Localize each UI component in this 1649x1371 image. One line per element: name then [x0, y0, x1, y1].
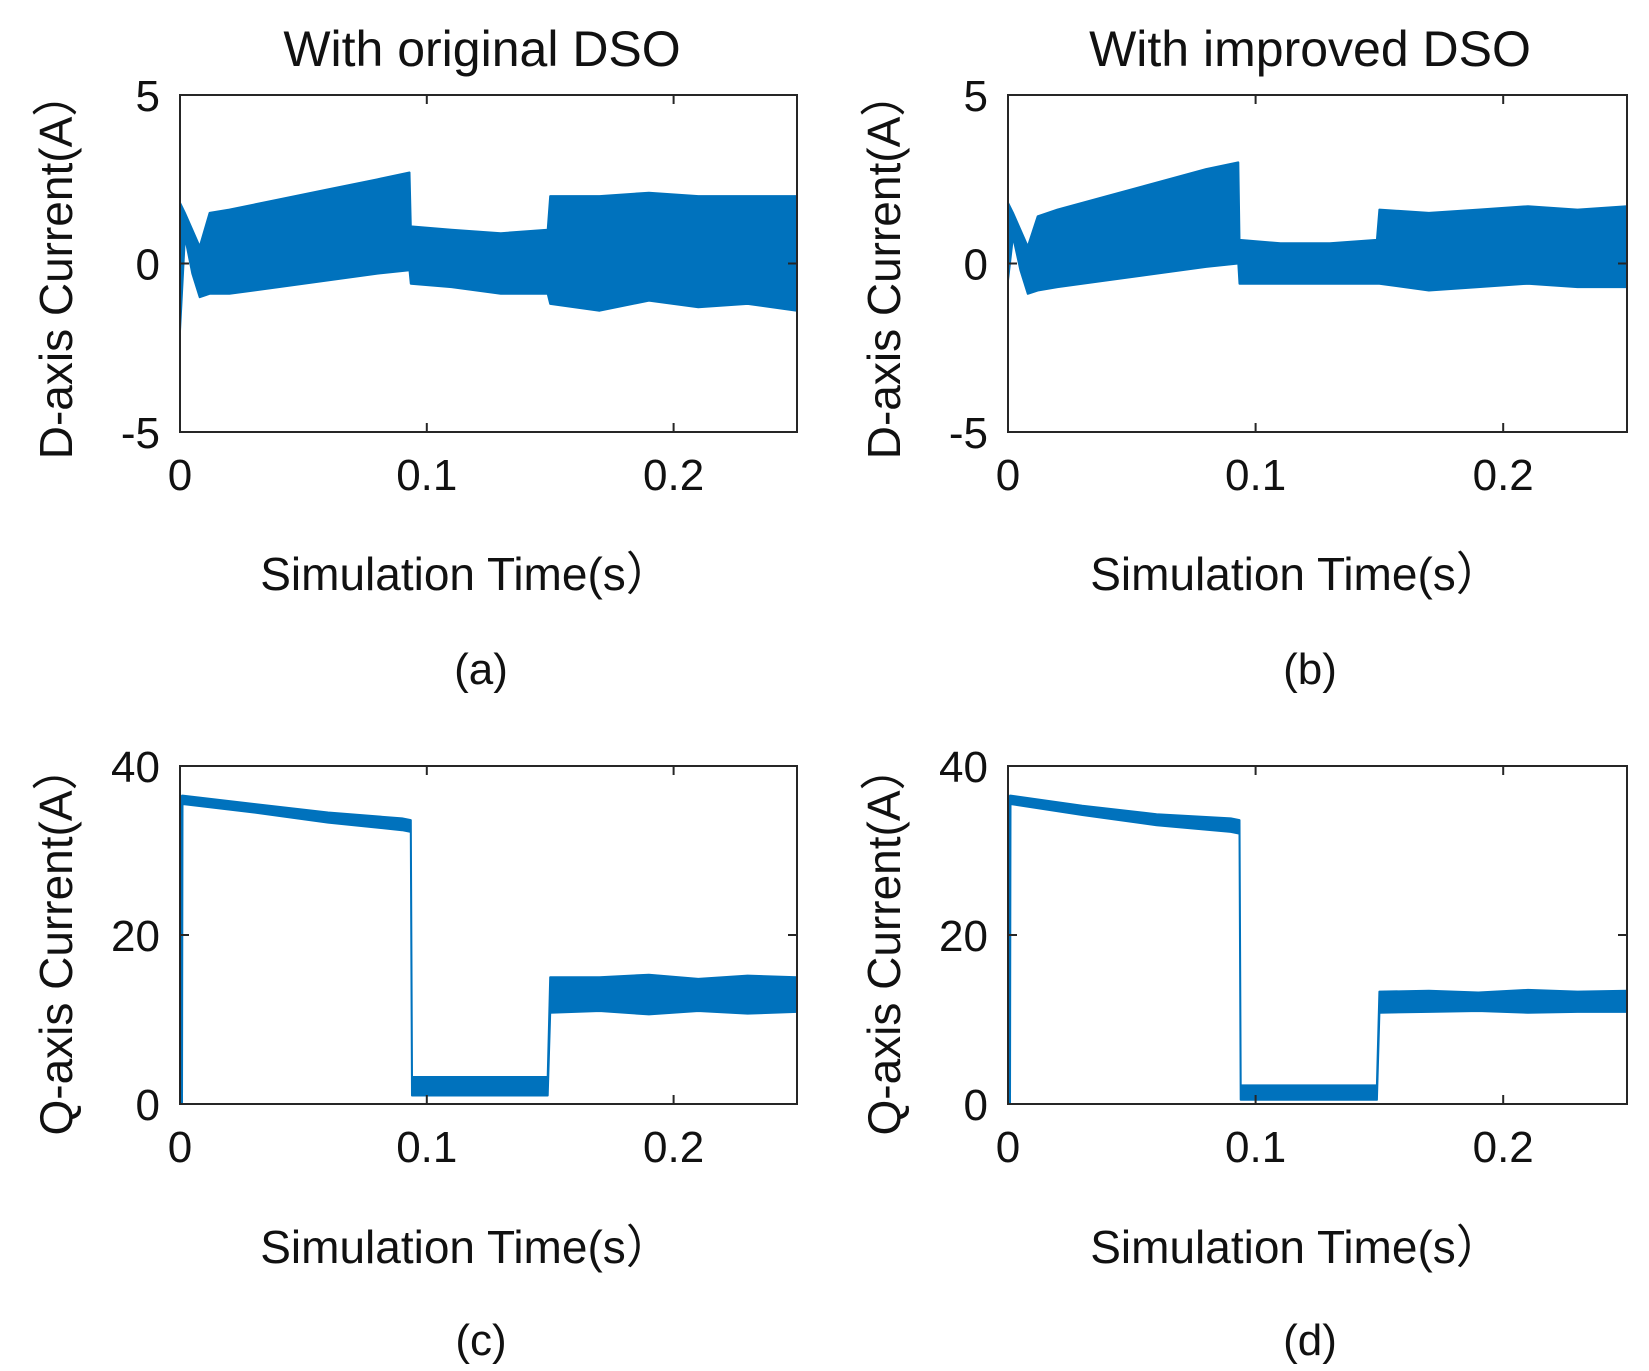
- panel-a-xtick-label-0: 0: [168, 451, 192, 500]
- panel-d-series-0-band: [1007, 794, 1628, 1105]
- panel-b: With improved DSO D-axis Current(A） Simu…: [858, 21, 1628, 694]
- panel-d-xtick-label-2: 0.2: [1473, 1123, 1534, 1172]
- panel-c-xtick-label-2: 0.2: [643, 1123, 704, 1172]
- panel-d-xtick-label-0: 0: [996, 1123, 1020, 1172]
- panel-d-ytick-label-0: 40: [939, 743, 988, 792]
- panel-a-xtick-label-2: 0.2: [643, 451, 704, 500]
- panel-a-ylabel: D-axis Current(A）: [30, 71, 82, 460]
- panel-d-ytick-label-1: 20: [939, 912, 988, 961]
- panel-b-ytick-label-0: 5: [964, 72, 988, 121]
- panel-b-ylabel: D-axis Current(A）: [858, 71, 910, 460]
- panel-b-ytick-label-2: -5: [949, 409, 988, 458]
- panel-a: With original DSO D-axis Current(A） Simu…: [30, 21, 798, 694]
- panel-b-series-0-band: [1007, 161, 1628, 295]
- panel-c-plot: 0 0.1 0.2 40 20 0: [111, 743, 798, 1172]
- panel-d-xlabel: Simulation Time(s）: [1090, 1221, 1502, 1273]
- panel-c-xlabel: Simulation Time(s）: [260, 1221, 672, 1273]
- panel-d-label: (d): [1283, 1316, 1337, 1365]
- panel-a-xlabel: Simulation Time(s）: [260, 548, 672, 600]
- panel-c-label: (c): [455, 1316, 506, 1365]
- panel-b-xtick-label-0: 0: [996, 451, 1020, 500]
- panel-c-ytick-label-2: 0: [136, 1081, 160, 1130]
- panel-c-series-0-band: [179, 794, 798, 1105]
- panel-c-ytick-label-1: 20: [111, 912, 160, 961]
- panel-c-ytick-label-0: 40: [111, 743, 160, 792]
- panel-a-ytick-label-0: 5: [136, 72, 160, 121]
- panel-c-xtick-label-0: 0: [168, 1123, 192, 1172]
- panel-a-ytick-label-1: 0: [136, 241, 160, 290]
- panel-b-xtick-label-1: 0.1: [1225, 451, 1286, 500]
- panel-b-xlabel: Simulation Time(s）: [1090, 548, 1502, 600]
- panel-c-xtick-label-1: 0.1: [396, 1123, 457, 1172]
- panel-d-ytick-label-2: 0: [964, 1081, 988, 1130]
- panel-d: Q-axis Current(A） Simulation Time(s） (d)…: [858, 743, 1628, 1365]
- panel-a-ytick-label-2: -5: [121, 409, 160, 458]
- panel-d-ylabel: Q-axis Current(A）: [858, 744, 910, 1135]
- panel-b-plot: 0 0.1 0.250-5: [949, 72, 1628, 500]
- panel-a-plot: 0 0.1 0.250-5: [121, 72, 798, 500]
- panel-a-label: (a): [454, 645, 508, 694]
- panel-c: Q-axis Current(A） Simulation Time(s） (c)…: [30, 743, 798, 1365]
- panel-b-title: With improved DSO: [1089, 21, 1531, 77]
- panel-b-label: (b): [1283, 645, 1337, 694]
- panel-b-ytick-label-1: 0: [964, 241, 988, 290]
- panel-c-axes-box: [179, 765, 798, 1105]
- panel-b-xtick-label-2: 0.2: [1473, 451, 1534, 500]
- panel-c-ylabel: Q-axis Current(A）: [30, 744, 82, 1135]
- panel-d-xtick-label-1: 0.1: [1225, 1123, 1286, 1172]
- panel-a-series-0-band: [179, 171, 798, 332]
- panel-d-plot: 0 0.1 0.2 40 20 0: [939, 743, 1628, 1172]
- panel-a-title: With original DSO: [283, 21, 680, 77]
- panel-a-xtick-label-1: 0.1: [396, 451, 457, 500]
